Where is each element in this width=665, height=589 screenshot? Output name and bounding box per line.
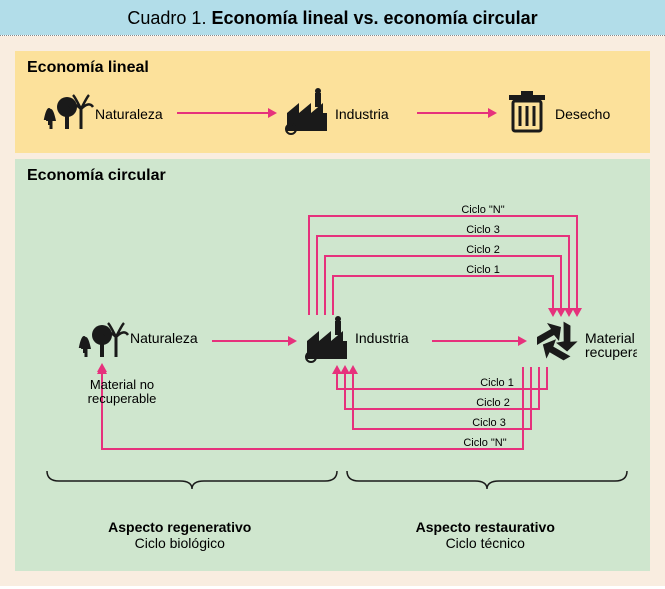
body-panel: Economía lineal Naturaleza Industria Desec… [0, 36, 665, 586]
nonrecoverable-label: recuperable [88, 391, 157, 406]
cycle-label: Ciclo 2 [466, 244, 500, 256]
aspect-restorative: Aspecto restaurativo Ciclo técnico [333, 519, 639, 551]
node-label: Industria [355, 330, 409, 346]
aspect-row: Aspecto regenerativo Ciclo biológico Asp… [27, 519, 638, 551]
linear-heading: Economía lineal [27, 59, 638, 77]
circular-heading: Economía circular [27, 167, 638, 185]
title-prefix: Cuadro 1. [127, 8, 211, 28]
aspect-l1: Aspecto regenerativo [27, 519, 333, 535]
cycle-label: Ciclo "N" [461, 204, 504, 216]
node-label: Industria [335, 106, 389, 122]
aspect-l2: Ciclo técnico [333, 535, 639, 551]
title-bold: Economía lineal vs. economía circular [211, 8, 537, 28]
node-label: Naturaleza [130, 330, 198, 346]
circular-flow: NaturalezaIndustriaMaterial arecuperarCi… [27, 191, 637, 511]
cycle-label: Ciclo 1 [466, 264, 500, 276]
linear-panel: Economía lineal Naturaleza Industria Desec… [15, 51, 650, 153]
node-label: recuperar [585, 344, 637, 360]
cycle-label: Ciclo 2 [476, 397, 510, 409]
node-label: Desecho [555, 106, 610, 122]
title-bar: Cuadro 1. Economía lineal vs. economía c… [0, 0, 665, 35]
aspect-regenerative: Aspecto regenerativo Ciclo biológico [27, 519, 333, 551]
cycle-label: Ciclo "N" [463, 437, 506, 449]
linear-flow: Naturaleza Industria Desecho [27, 83, 637, 143]
aspect-l2: Ciclo biológico [27, 535, 333, 551]
cycle-label: Ciclo 3 [466, 224, 500, 236]
cycle-label: Ciclo 3 [472, 417, 506, 429]
cycle-label: Ciclo 1 [480, 377, 514, 389]
aspect-l1: Aspecto restaurativo [333, 519, 639, 535]
circular-panel: Economía circular Naturaleza Industria Mat… [15, 159, 650, 571]
node-label: Naturaleza [95, 106, 163, 122]
nonrecoverable-label: Material no [90, 377, 154, 392]
diagram-root: Cuadro 1. Economía lineal vs. economía c… [0, 0, 665, 586]
